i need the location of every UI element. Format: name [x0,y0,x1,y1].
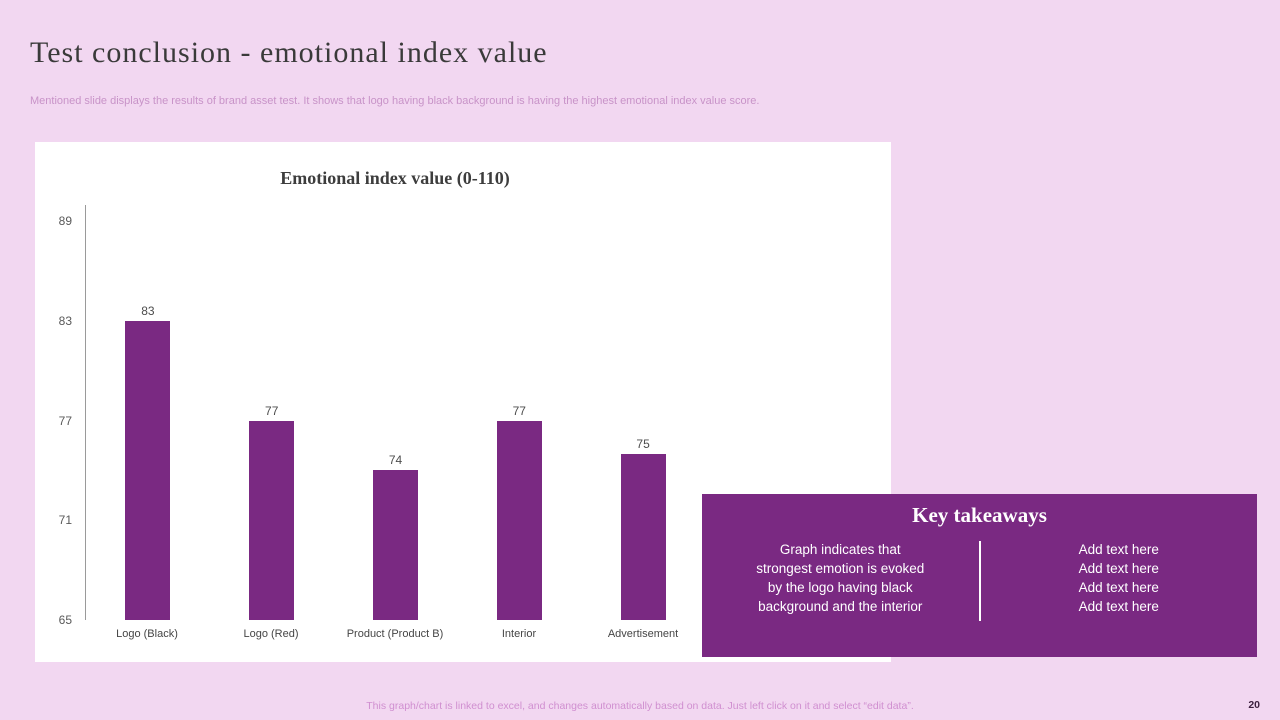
takeaway-text-line: Graph indicates that [779,542,901,557]
bar [372,470,418,620]
bar-value-label: 83 [141,303,155,318]
chart-panel[interactable]: Emotional index value (0-110) 89 83 77 71 65… [35,142,891,662]
bar-value-label: 77 [265,403,279,418]
takeaway-placeholder-line: Add text here [1078,599,1159,614]
takeaway-placeholder-line: Add text here [1078,561,1159,576]
y-tick-label: 83 [58,313,72,328]
y-tick-label: 89 [58,214,72,228]
y-tick-label: 77 [58,413,72,428]
bar [125,320,171,620]
takeaway-text-line: by the logo having black [767,580,913,595]
takeaway-placeholder-line: Add text here [1078,580,1159,595]
bar-group: 77 [457,221,581,620]
x-axis-label: Logo (Red) [243,628,299,640]
y-axis-ticks: 89 83 77 71 65 [35,214,77,627]
bar [249,420,295,620]
plot-area: 83 77 74 77 75 [85,205,705,620]
takeaways-left-text: Graph indicates that strongest emotion is… [702,540,979,616]
takeaway-text-line: background and the interior [758,599,923,614]
bar-series: 83 77 74 77 75 [85,221,705,620]
bar-group: 77 [210,221,334,620]
takeaway-placeholder-line: Add text here [1078,542,1159,557]
bar-value-label: 75 [636,436,650,451]
x-axis-label: Product (Product B) [346,628,444,640]
takeaway-text-line: strongest emotion is evoked [756,561,925,576]
bar [496,420,542,620]
key-takeaways-box: Key takeaways Graph indicates that strong… [702,494,1257,657]
bar-value-label: 77 [512,403,526,418]
y-tick-label: 65 [58,613,72,627]
chart-title: Emotional index value (0-110) [280,168,510,188]
x-axis-label: Advertisement [607,628,679,640]
bar-group: 75 [581,221,705,620]
takeaways-right-text: Add text here Add text here Add text here A… [981,540,1258,616]
key-takeaways-body: Graph indicates that strongest emotion is… [702,540,1257,621]
bar-value-label: 74 [388,453,403,468]
y-axis-line [85,205,86,620]
slide-subtitle: Mentioned slide displays the results of … [30,95,760,107]
bar [620,453,666,620]
x-axis-labels: Logo (Black) Logo (Red) Product (Product B… [85,628,705,640]
page-number: 20 [1248,699,1260,711]
slide-title: Test conclusion - emotional index value [30,36,548,69]
footer-note: This graph/chart is linked to excel, and… [366,700,914,712]
x-axis-label: Logo (Black) [116,628,178,640]
x-axis-label: Interior [501,628,537,640]
bar-group: 74 [334,221,458,620]
takeaways-divider [978,541,981,621]
key-takeaways-title: Key takeaways [912,503,1047,527]
bar-group: 83 [86,221,210,620]
y-tick-label: 71 [58,513,72,528]
